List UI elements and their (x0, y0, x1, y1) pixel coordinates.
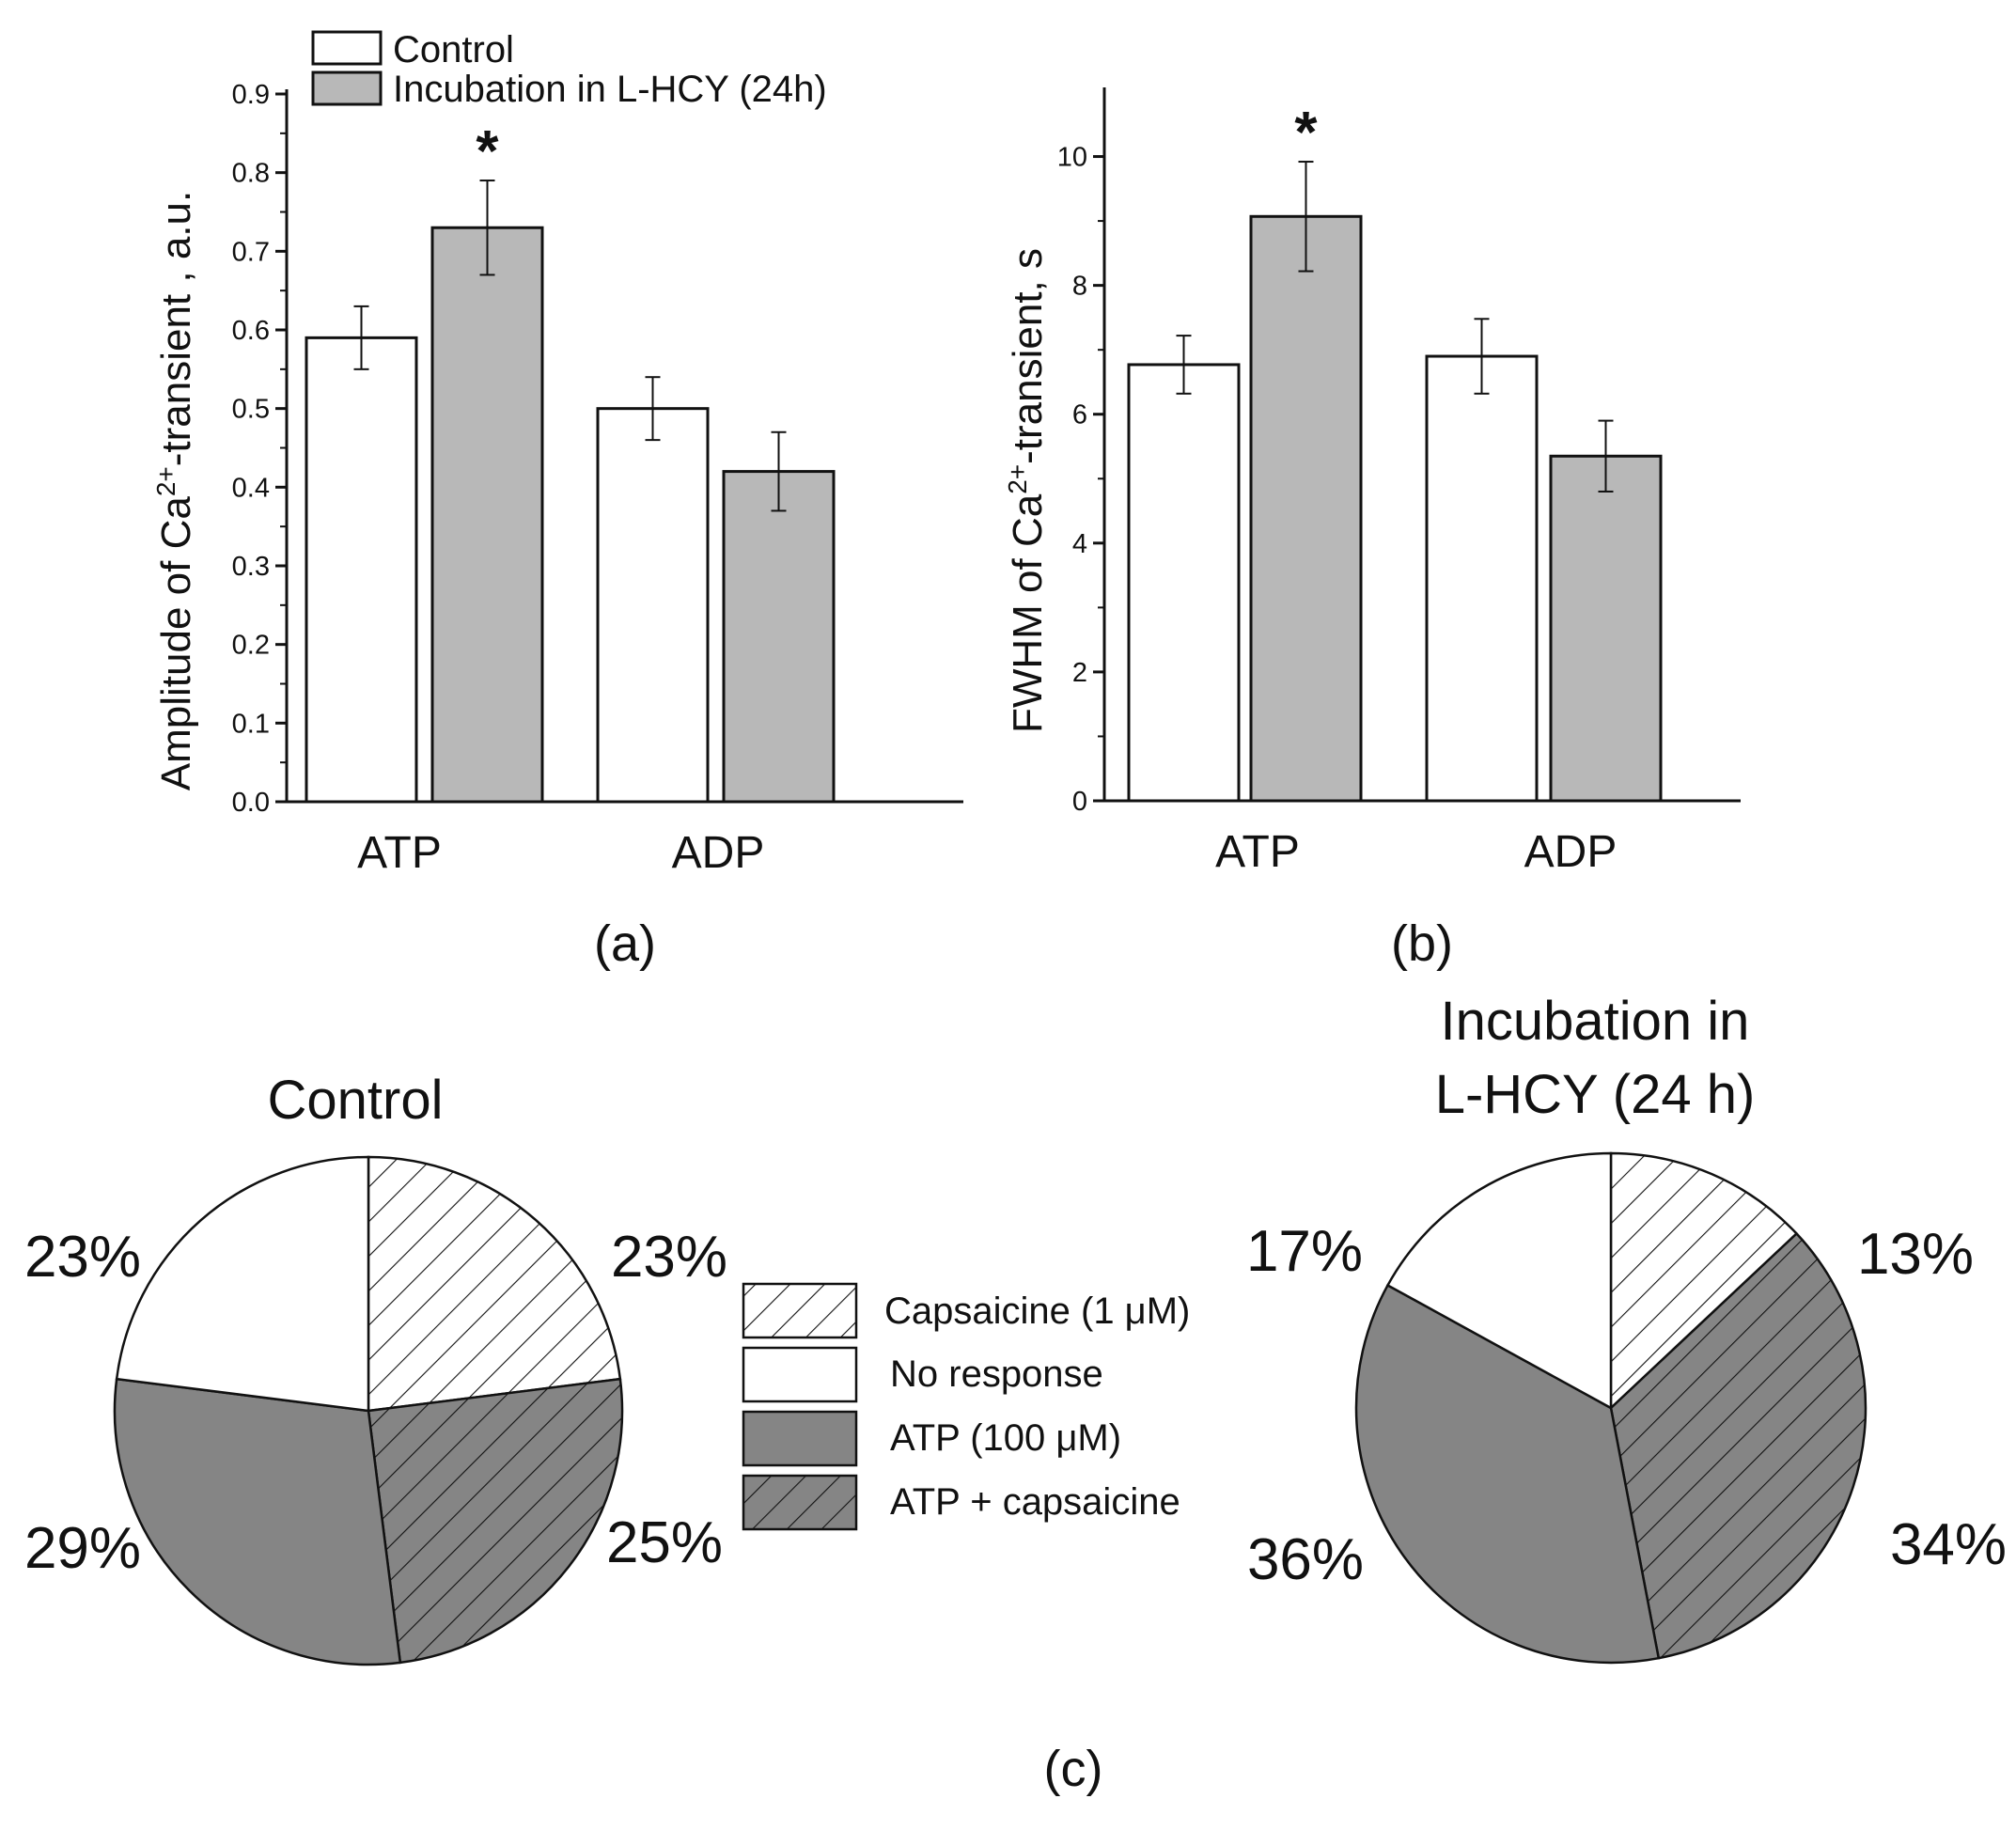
b-bar-atp-control (1127, 363, 1241, 803)
legend-swatch-capsaicine (742, 1282, 858, 1339)
pie-title-control: Control (268, 1070, 444, 1131)
legend-swatch-no-response (742, 1346, 858, 1403)
pie-control-slice (115, 1155, 370, 1413)
legend-label-capsaicine: Capsaicine (1 μM) (884, 1290, 1190, 1332)
ylabel-b-post: -transient, s (1005, 248, 1051, 464)
ylabel-b-sup: 2+ (1003, 464, 1032, 494)
pie-incubation-percent-label: 13% (1857, 1222, 1974, 1287)
ylabel-b: FWHM of Ca2+-transient, s (1003, 248, 1051, 733)
ylabel-a-sup: 2+ (151, 466, 180, 496)
pie-incubation-percent-label: 17% (1246, 1219, 1363, 1284)
b-ytick-label: 2 (1072, 658, 1087, 688)
a-ytick-label: 0.7 (232, 237, 270, 267)
b-ytick-label: 10 (1057, 143, 1087, 173)
pie-incubation-slice (1385, 1151, 1613, 1411)
legend-label-incubation: Incubation in L-HCY (24h) (393, 69, 827, 110)
pie-incubation-slice (1609, 1151, 1799, 1411)
pie-incubation-slice (1609, 1231, 1868, 1660)
a-category-label: ADP (672, 828, 765, 878)
amplitude-bar-chart: Amplitude of Ca2+-transient , a.u. Contr… (151, 29, 963, 972)
pie-charts: Control Incubation in L-HCY (24 h) Capsa… (24, 991, 2007, 1797)
pie-incubation-percent-label: 36% (1247, 1527, 1364, 1592)
pie-control-percent-label: 25% (606, 1510, 723, 1575)
ylabel-a-post: -transient , a.u. (153, 191, 199, 466)
ylabel-b-pre: FWHM of Ca (1005, 493, 1051, 733)
b-ytick-label: 0 (1072, 787, 1087, 817)
pie-incubation-percent-label: 34% (1890, 1512, 2007, 1577)
legend-label-control: Control (393, 29, 514, 70)
ylabel-a-pre: Amplitude of Ca (153, 496, 199, 791)
pie-legend: Capsaicine (1 μM) No response ATP (100 μ… (742, 1282, 1190, 1531)
a-ytick-label: 0.0 (232, 788, 270, 818)
pie-incubation-slice (1354, 1283, 1661, 1665)
panel-label-c: (c) (1044, 1741, 1103, 1797)
a-bar-adp-control (596, 407, 710, 804)
legend-swatch-atp (742, 1410, 858, 1467)
legend-swatch-incubation (311, 70, 383, 106)
pie-control-percent-label: 23% (611, 1225, 727, 1290)
a-ytick-label: 0.5 (232, 395, 270, 425)
a-ytick-label: 0.4 (232, 473, 270, 503)
pie-control-percent-label: 29% (24, 1516, 141, 1581)
legend-a: Control Incubation in L-HCY (24h) (311, 29, 827, 110)
legend-label-atp: ATP (100 μM) (890, 1417, 1121, 1459)
b-bar-adp-incubation (1549, 454, 1663, 803)
pie-control-slice (367, 1155, 622, 1413)
a-ytick-label: 0.2 (232, 631, 270, 661)
legend-label-no-response: No response (890, 1353, 1103, 1395)
b-bar-adp-control (1425, 354, 1539, 803)
b-ytick-label: 6 (1072, 400, 1087, 430)
ylabel-a: Amplitude of Ca2+-transient , a.u. (151, 191, 199, 790)
panel-label-b: (b) (1391, 915, 1453, 972)
pie-title-incubation-line2: L-HCY (24 h) (1435, 1064, 1756, 1125)
a-ytick-label: 0.6 (232, 316, 270, 346)
a-ytick-label: 0.3 (232, 552, 270, 582)
a-bar-atp-incubation (430, 226, 544, 804)
a-ytick-label: 0.1 (232, 709, 270, 739)
b-ytick-label: 4 (1072, 529, 1087, 559)
a-bar-atp-control (305, 336, 418, 804)
a-ytick-label: 0.9 (232, 80, 270, 110)
legend-label-atp-capsaicine: ATP + capsaicine (890, 1481, 1180, 1523)
panel-label-a: (a) (594, 915, 656, 972)
pie-control-slice (113, 1377, 402, 1666)
b-bar-atp-incubation (1249, 214, 1363, 803)
b-ytick-label: 8 (1072, 272, 1087, 302)
legend-swatch-control (311, 30, 383, 66)
a-significance-mark: * (476, 119, 499, 184)
pie-title-incubation-line1: Incubation in (1441, 991, 1750, 1052)
pie-control-percent-label: 23% (24, 1225, 141, 1290)
pie-control-slice (367, 1377, 624, 1665)
legend-swatch-atp-capsaicine (742, 1474, 858, 1531)
a-bar-adp-incubation (722, 470, 836, 804)
b-category-label: ADP (1524, 827, 1617, 877)
a-ytick-label: 0.8 (232, 159, 270, 189)
fwhm-bar-chart: FWHM of Ca2+-transient, s (b) 0 2 4 6 8 10 ATP… (1003, 87, 1741, 972)
b-category-label: ATP (1215, 827, 1300, 877)
a-category-label: ATP (357, 828, 442, 878)
b-significance-mark: * (1294, 101, 1318, 165)
